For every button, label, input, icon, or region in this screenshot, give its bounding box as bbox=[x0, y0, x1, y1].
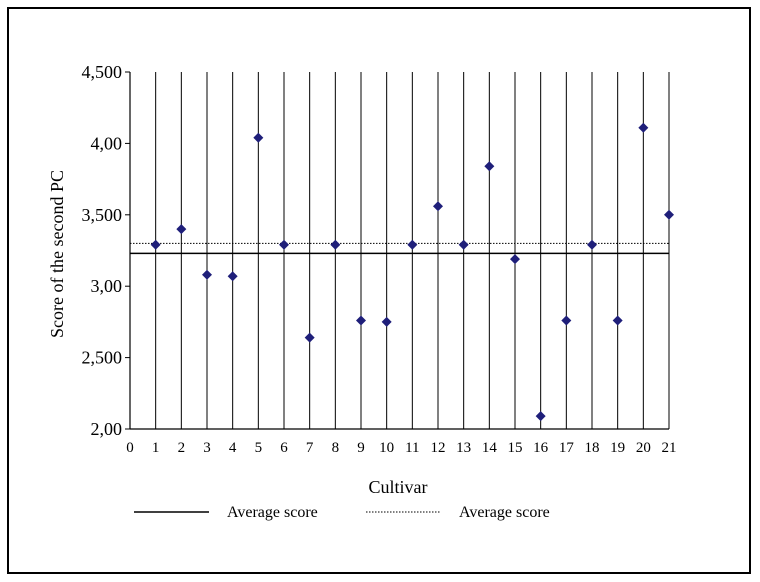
data-point bbox=[253, 132, 264, 143]
x-tick-label: 14 bbox=[482, 440, 498, 456]
data-point bbox=[535, 411, 546, 422]
y-tick-label: 3,500 bbox=[82, 205, 123, 225]
data-point bbox=[664, 209, 674, 220]
data-point bbox=[381, 316, 392, 327]
chart-frame: 0 1 2 3 4 5 6 7 8 9 10 11 12 13 14 15 16 17 18 19 20 21 2,00 2… bbox=[7, 7, 751, 574]
x-tick-label: 16 bbox=[533, 440, 549, 456]
legend-label-average-solid: Average score bbox=[227, 504, 318, 521]
data-point bbox=[202, 269, 212, 280]
scatter-chart: 0 1 2 3 4 5 6 7 8 9 10 11 12 13 14 15 16 17 18 19 20 21 2,002… bbox=[47, 62, 677, 521]
x-tick-label: 8 bbox=[332, 440, 340, 456]
x-tick-label: 2 bbox=[178, 440, 186, 456]
data-point bbox=[407, 239, 418, 250]
y-axis-label: Score of the second PC bbox=[47, 170, 67, 338]
x-tick-label: 6 bbox=[280, 440, 288, 456]
x-tick-label: 13 bbox=[456, 440, 471, 456]
x-tick-label: 7 bbox=[306, 440, 314, 456]
legend: Average score Average score bbox=[134, 504, 550, 521]
x-tick-label: 9 bbox=[357, 440, 365, 456]
x-tick-label: 19 bbox=[610, 440, 625, 456]
x-tick-label: 0 bbox=[126, 440, 134, 456]
data-point bbox=[330, 239, 341, 250]
legend-label-average-dotted: Average score bbox=[459, 504, 550, 521]
x-tick-label: 21 bbox=[662, 440, 677, 456]
x-tick-label: 10 bbox=[379, 440, 394, 456]
data-point bbox=[150, 239, 161, 250]
x-tick-label: 1 bbox=[152, 440, 160, 456]
data-point bbox=[227, 271, 238, 282]
data-point bbox=[587, 239, 597, 250]
x-tick-label: 4 bbox=[229, 440, 237, 456]
axes bbox=[125, 71, 669, 430]
y-tick-label: 4,500 bbox=[82, 62, 123, 82]
y-tick-label: 2,500 bbox=[82, 348, 123, 368]
x-tick-label: 15 bbox=[508, 440, 523, 456]
vertical-gridlines bbox=[155, 72, 670, 429]
x-tick-label: 18 bbox=[585, 440, 600, 456]
data-point bbox=[484, 161, 495, 172]
reference-lines bbox=[130, 242, 669, 255]
y-tick-label: 2,00 bbox=[91, 419, 123, 439]
x-tick-label: 3 bbox=[203, 440, 211, 456]
data-point bbox=[458, 239, 469, 250]
data-points bbox=[150, 122, 674, 422]
data-point bbox=[433, 201, 443, 212]
x-tick-label: 17 bbox=[559, 440, 575, 456]
y-tick-label: 3,00 bbox=[91, 276, 123, 296]
data-point bbox=[176, 224, 187, 235]
data-point bbox=[638, 122, 649, 133]
x-axis-label: Cultivar bbox=[369, 477, 428, 497]
x-tick-label: 12 bbox=[431, 440, 446, 456]
data-point bbox=[304, 332, 315, 343]
y-tick-label: 4,00 bbox=[91, 133, 123, 153]
data-point bbox=[510, 254, 520, 265]
y-tick-labels: 2,00 2,500 3,00 3,500 4,00 4,500 bbox=[82, 62, 123, 439]
x-tick-label: 20 bbox=[636, 440, 651, 456]
x-tick-labels: 0 1 2 3 4 5 6 7 8 9 10 11 12 13 14 15 16 17 18 19 20 21 bbox=[126, 440, 676, 456]
data-point bbox=[356, 315, 366, 326]
data-point bbox=[279, 239, 289, 250]
x-tick-label: 11 bbox=[405, 440, 419, 456]
data-point bbox=[612, 315, 623, 326]
x-tick-label: 5 bbox=[255, 440, 263, 456]
data-point bbox=[561, 315, 572, 326]
